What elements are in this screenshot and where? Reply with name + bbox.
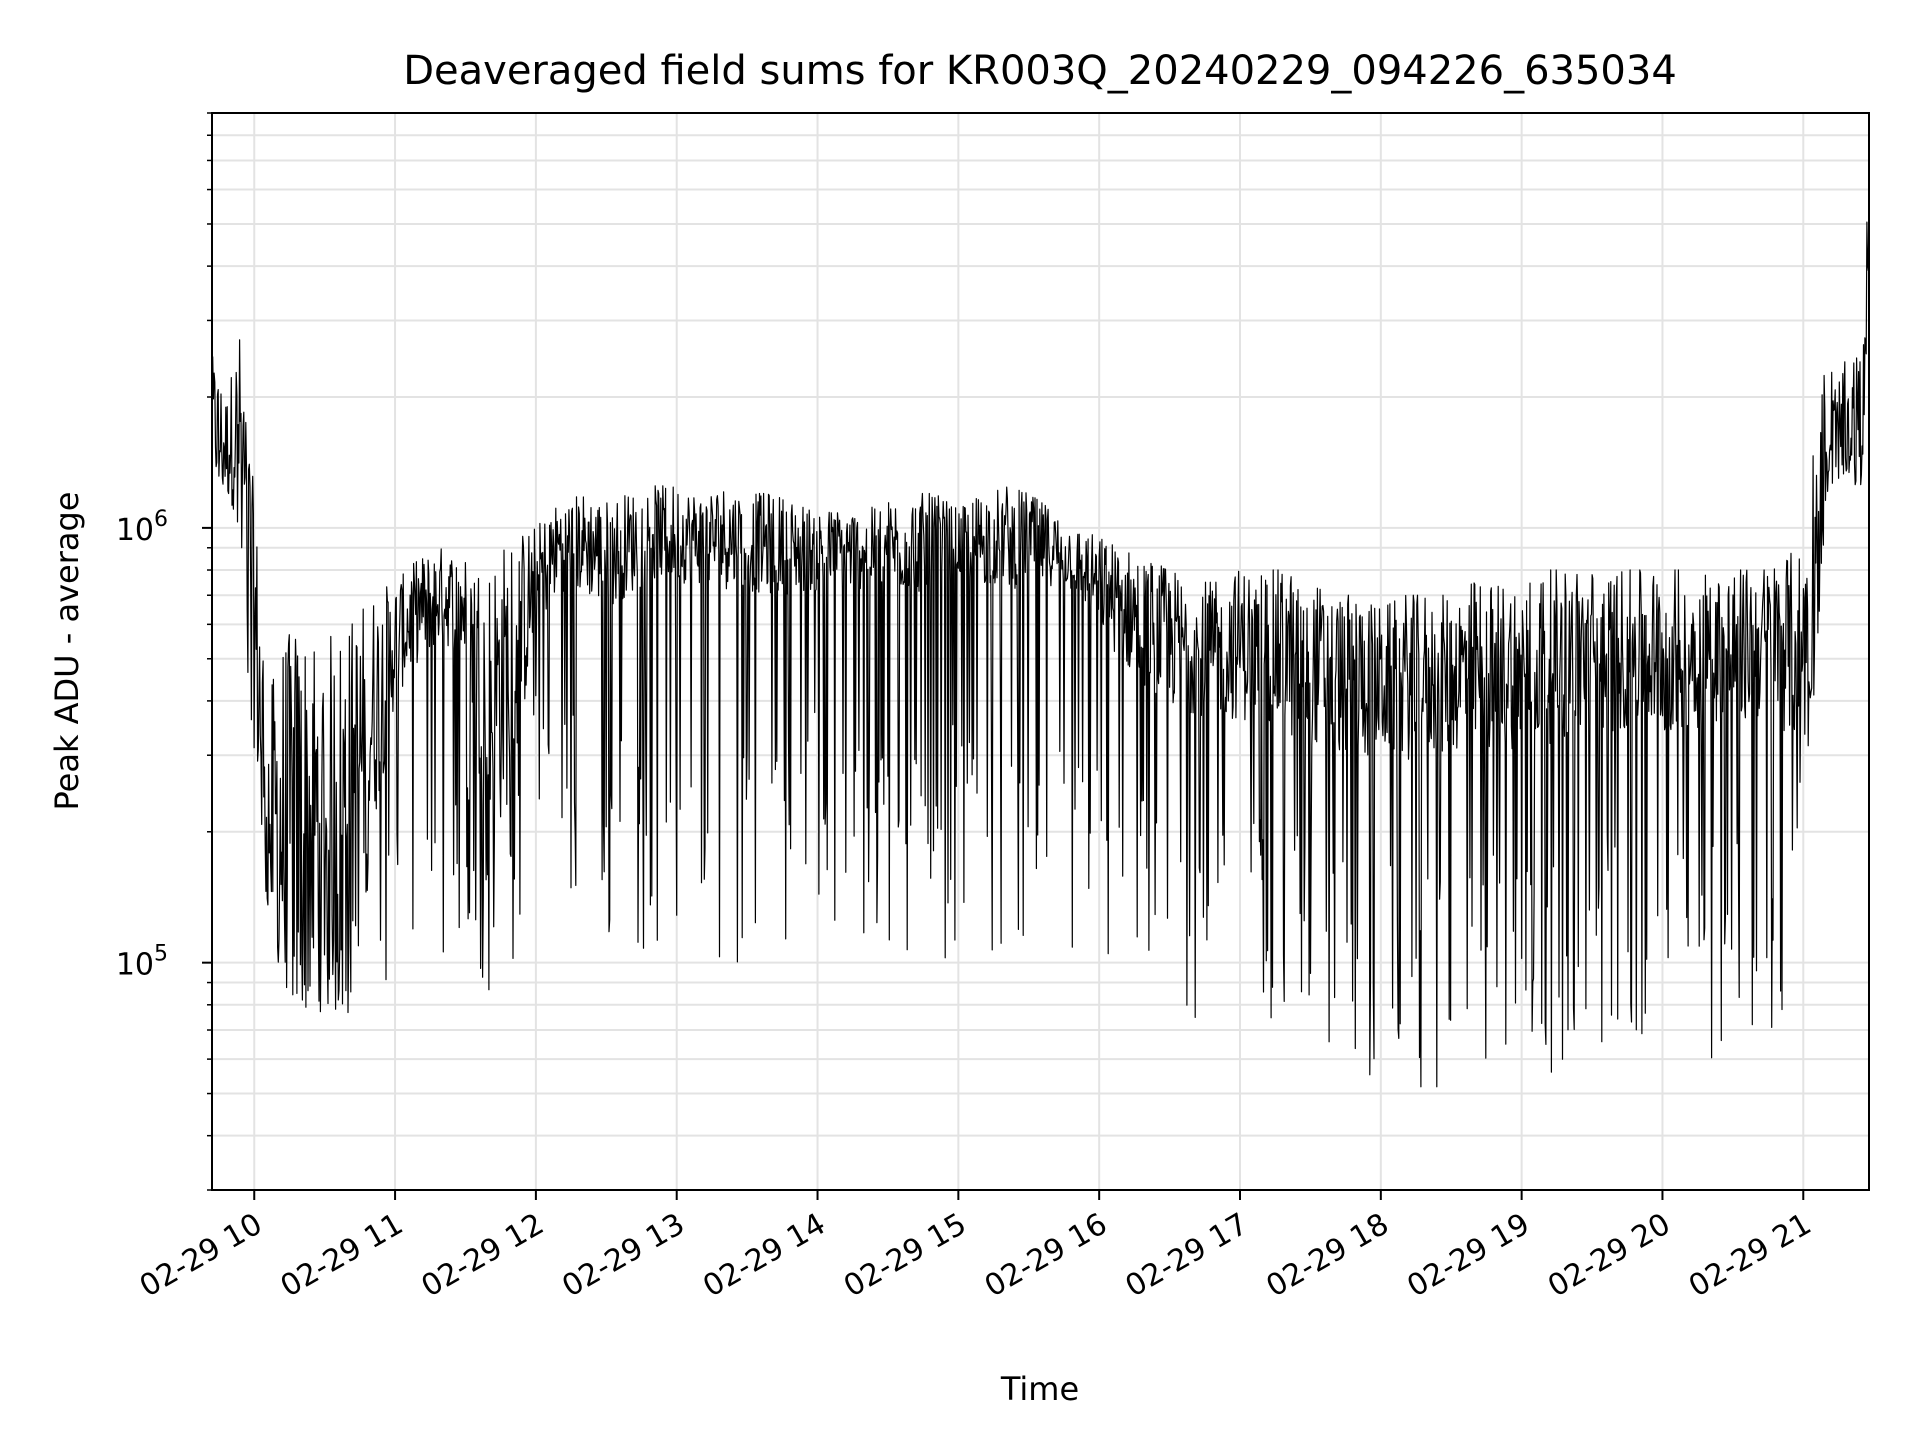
series-line-group [211,205,1870,1088]
y-tick-label: 106 [116,507,168,548]
plot-frame [211,112,1870,1191]
y-axis-title: Peak ADU - average [48,492,86,811]
y-tick-label: 105 [116,942,168,983]
x-axis-title: Time [1000,1370,1079,1408]
series-line [211,205,1870,1088]
y-axis: 105 106 [116,112,212,1191]
chart-title: Deaveraged field sums for KR003Q_2024022… [403,48,1677,94]
